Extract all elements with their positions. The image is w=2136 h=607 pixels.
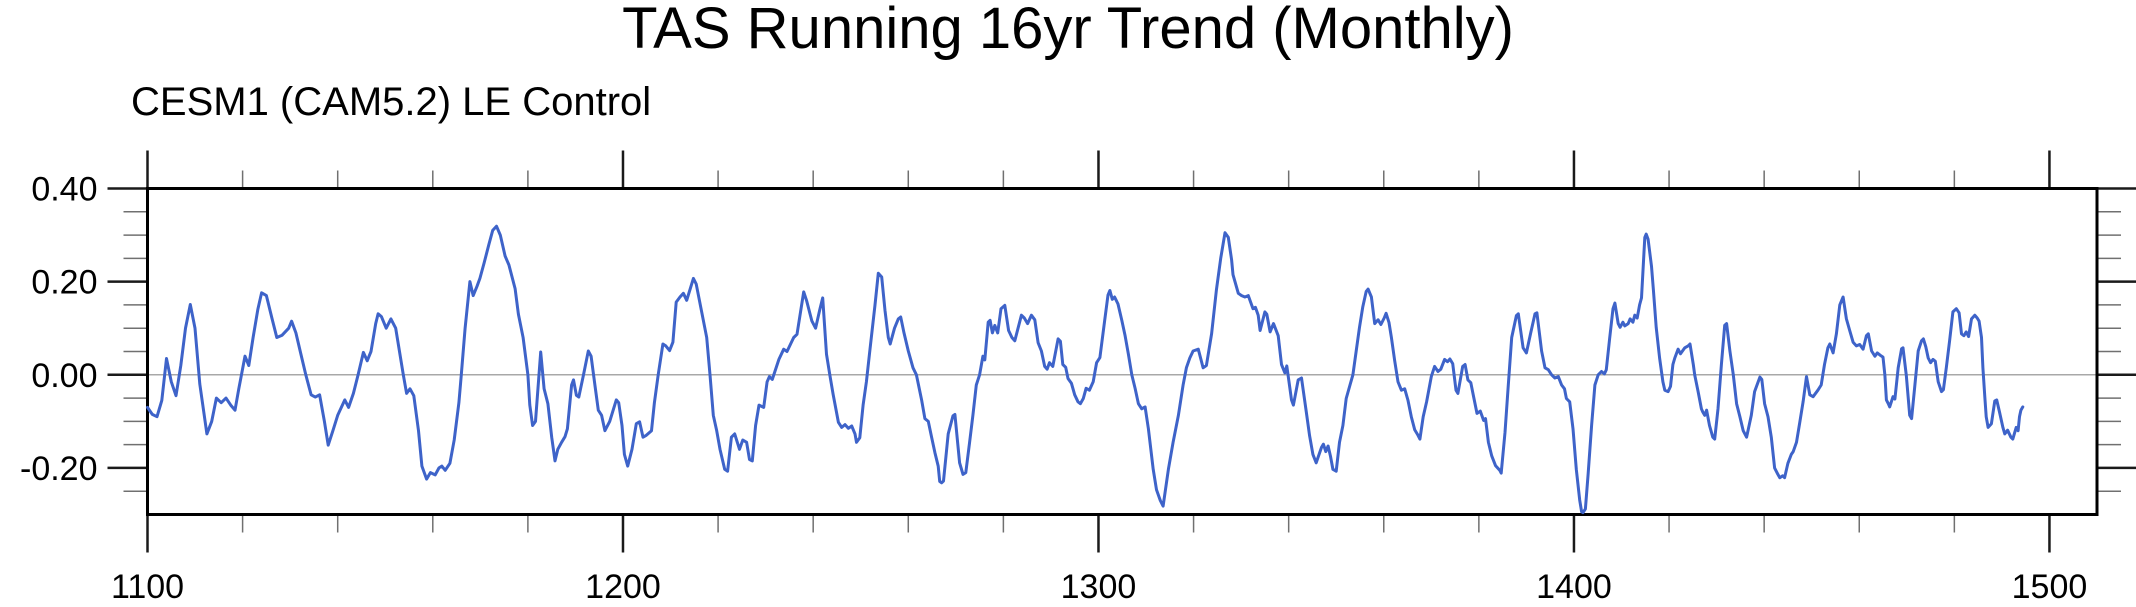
x-tick-label: 1300 bbox=[1061, 568, 1137, 606]
y-tick-label: 0.00 bbox=[31, 357, 97, 395]
y-tick-label: 0.40 bbox=[31, 171, 97, 209]
chart-title: TAS Running 16yr Trend (Monthly) bbox=[622, 0, 1514, 61]
x-tick-label: 1100 bbox=[111, 568, 184, 606]
plot-frame bbox=[146, 187, 2099, 516]
series-line bbox=[146, 224, 2025, 515]
x-tick-label: 1500 bbox=[2012, 568, 2088, 606]
chart-subtitle: CESM1 (CAM5.2) LE Control bbox=[131, 80, 652, 124]
y-tick-label: -0.20 bbox=[20, 450, 98, 488]
x-tick-label: 1400 bbox=[1536, 568, 1612, 606]
x-tick-label: 1200 bbox=[585, 568, 661, 606]
y-tick-label: 0.20 bbox=[31, 264, 97, 302]
